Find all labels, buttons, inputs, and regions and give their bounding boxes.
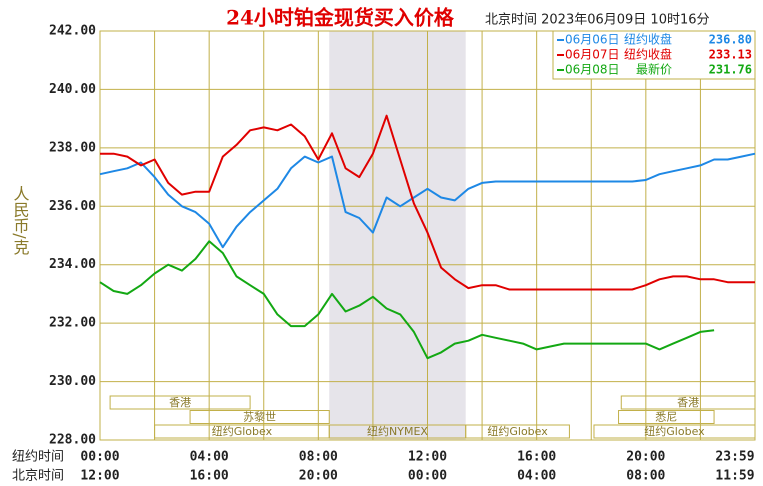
legend: 06月06日 纽约收盘 236.80 06月07日 纽约收盘 233.13 06月08日 最新…: [552, 30, 756, 80]
y-tick-label: 232.00: [49, 316, 96, 331]
y-tick-label: 234.00: [49, 257, 96, 272]
session-box: [620, 395, 756, 410]
legend-name: 06月06日: [565, 33, 620, 47]
legend-label: 最新价: [636, 62, 672, 77]
x2-tick-label: 12:00: [80, 469, 119, 484]
session-label: 香港: [677, 396, 699, 409]
x-tick-label: 16:00: [517, 450, 556, 465]
y-tick-label: 240.00: [49, 82, 96, 97]
y-tick-label: 230.00: [49, 374, 96, 389]
legend-last: 231.76: [709, 63, 752, 77]
legend-label: 纽约收盘: [624, 32, 672, 47]
series-line: [100, 114, 755, 291]
legend-name: 06月07日: [565, 48, 620, 62]
series-line: [99, 152, 756, 249]
y-axis-label: 人民币/克: [11, 185, 30, 255]
x-tick-label: 04:00: [190, 450, 229, 465]
x-row-label: 纽约时间: [12, 450, 64, 465]
legend-name: 06月08日: [565, 63, 620, 77]
legend-box: [552, 30, 756, 80]
x-tick-label: 20:00: [626, 450, 665, 465]
session-label: 纽约Globex: [212, 424, 273, 438]
legend-last: 233.13: [709, 48, 752, 62]
session-label: 纽约Globex: [644, 424, 705, 438]
session-label: 纽约NYMEX: [367, 424, 428, 438]
session-label: 香港: [169, 396, 191, 409]
session-box: [618, 410, 715, 424]
x-tick-label: 12:00: [408, 450, 447, 465]
session-label: 纽约Globex: [487, 424, 548, 438]
x2-tick-label: 11:59: [715, 469, 754, 484]
legend-last: 236.80: [709, 33, 752, 47]
session-label: 苏黎世: [243, 410, 276, 424]
plot-frame: [99, 30, 756, 441]
y-tick-label: 242.00: [49, 24, 96, 39]
x2-tick-label: 20:00: [299, 469, 338, 484]
y-tick-label: 236.00: [49, 199, 96, 214]
session-box: [593, 424, 756, 439]
session-box: [465, 424, 570, 439]
session-box: [109, 395, 251, 410]
y-tick-label: 238.00: [49, 140, 96, 155]
x2-row-label: 北京时间: [12, 469, 64, 484]
y-tick-label: 228.00: [49, 433, 96, 448]
legend-label: 纽约收盘: [624, 47, 672, 62]
session-shade: [329, 31, 466, 440]
series-line: [99, 240, 715, 360]
x-tick-label: 08:00: [299, 450, 338, 465]
session-label: 悉尼: [655, 411, 677, 424]
x-tick-label: 00:00: [80, 450, 119, 465]
x2-tick-label: 00:00: [408, 469, 447, 484]
chart-title: 24小时铂金现货买入价格: [226, 6, 455, 30]
session-box: [189, 410, 330, 424]
x2-tick-label: 04:00: [517, 469, 556, 484]
x2-tick-label: 16:00: [190, 469, 229, 484]
x2-tick-label: 08:00: [626, 469, 665, 484]
chart-subtitle: 北京时间 2023年06月09日 10时16分: [485, 13, 710, 28]
x-tick-label: 23:59: [715, 450, 754, 465]
